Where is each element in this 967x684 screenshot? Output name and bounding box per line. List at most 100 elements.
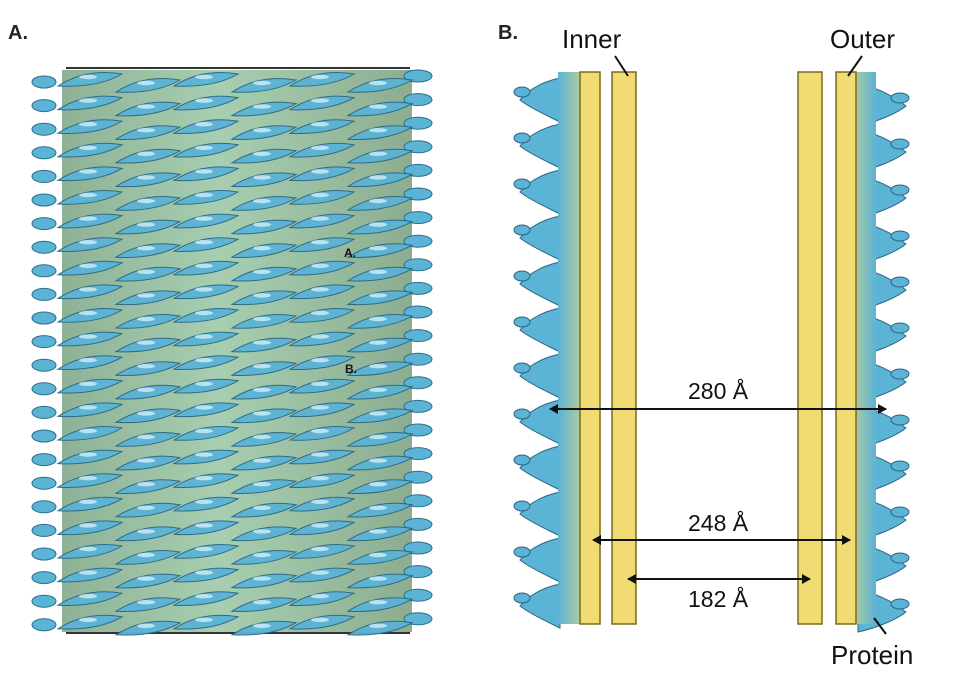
protein-stub-right xyxy=(403,399,433,413)
protein-highlight xyxy=(79,98,97,103)
protein-helix-segment xyxy=(346,290,414,306)
protein-highlight xyxy=(79,192,97,198)
protein-highlight xyxy=(369,222,387,227)
protein-stub-left xyxy=(31,217,57,231)
protein-stub-left xyxy=(31,547,57,561)
protein-highlight xyxy=(79,216,97,221)
protein-helix-segment xyxy=(288,331,356,347)
protein-highlight xyxy=(195,287,213,292)
protein-helix-segment xyxy=(56,591,124,606)
protein-highlight xyxy=(369,576,387,581)
protein-highlight xyxy=(369,198,387,204)
protein-highlight xyxy=(195,428,213,434)
protein-helix-segment xyxy=(172,544,240,559)
protein-helix-segment xyxy=(114,219,182,235)
protein-highlight xyxy=(79,499,97,504)
protein-helix-segment xyxy=(56,260,124,276)
protein-helix-segment xyxy=(288,166,356,182)
protein-highlight xyxy=(311,546,329,552)
protein-helix-segment xyxy=(56,426,124,441)
protein-helix-segment xyxy=(172,426,240,441)
protein-highlight xyxy=(253,529,271,534)
protein-highlight xyxy=(195,476,213,481)
protein-stub-left xyxy=(31,311,57,325)
protein-highlight xyxy=(137,482,155,487)
protein-knob-left xyxy=(513,408,531,420)
protein-highlight xyxy=(195,74,213,80)
protein-blob-left xyxy=(519,215,561,261)
protein-highlight xyxy=(79,594,97,599)
protein-helix-segment xyxy=(56,284,124,300)
protein-highlight xyxy=(137,104,155,109)
protein-knob-right xyxy=(890,598,910,610)
protein-highlight xyxy=(253,340,271,345)
panel-b-letter: B. xyxy=(498,22,518,44)
protein-highlight xyxy=(79,523,97,528)
protein-stub-left xyxy=(31,287,57,301)
protein-highlight xyxy=(369,364,387,369)
protein-helix-segment xyxy=(346,314,414,329)
protein-highlight xyxy=(253,128,271,133)
protein-helix-segment xyxy=(172,567,240,583)
protein-highlight xyxy=(253,269,271,274)
protein-stub-left xyxy=(31,75,57,89)
protein-helix-segment xyxy=(56,449,124,465)
protein-highlight xyxy=(369,104,387,109)
protein-helix-segment xyxy=(56,614,124,630)
protein-helix-segment xyxy=(114,573,182,589)
protein-highlight xyxy=(137,198,155,204)
protein-blob-left xyxy=(519,123,561,169)
protein-highlight xyxy=(195,499,213,504)
protein-helix-segment xyxy=(56,142,124,158)
protein-stub-left xyxy=(31,594,57,608)
protein-highlight xyxy=(195,192,213,198)
protein-highlight xyxy=(79,358,97,363)
protein-highlight xyxy=(137,151,155,156)
protein-highlight xyxy=(369,151,387,156)
protein-helix-segment xyxy=(346,432,414,447)
protein-knob-right xyxy=(890,506,910,518)
protein-helix-segment xyxy=(230,78,298,93)
protein-highlight xyxy=(311,145,329,150)
panel-a-marker-a: A. xyxy=(344,246,356,260)
protein-helix-segment xyxy=(172,237,240,252)
inner-membrane-left xyxy=(611,71,637,625)
protein-helix-segment xyxy=(56,308,124,323)
protein-helix-segment xyxy=(346,101,414,117)
protein-highlight xyxy=(79,428,97,434)
protein-highlight xyxy=(311,523,329,528)
protein-stub-left xyxy=(31,146,57,160)
protein-stub-right xyxy=(403,234,433,248)
protein-highlight xyxy=(369,411,387,416)
protein-highlight xyxy=(369,482,387,487)
protein-highlight xyxy=(253,434,271,440)
protein-stub-right xyxy=(403,93,433,107)
protein-highlight xyxy=(79,476,97,481)
diameter-280-label: 280 Å xyxy=(688,378,749,404)
protein-highlight xyxy=(79,617,97,622)
protein-highlight xyxy=(195,169,213,174)
protein-highlight xyxy=(311,428,329,434)
protein-highlight xyxy=(253,80,271,86)
protein-stub-right xyxy=(403,140,433,154)
protein-helix-segment xyxy=(56,520,124,536)
protein-stub-right xyxy=(403,494,433,508)
protein-helix-segment xyxy=(346,597,414,612)
protein-highlight xyxy=(253,316,271,322)
protein-helix-segment xyxy=(288,544,356,559)
protein-highlight xyxy=(311,381,329,386)
protein-highlight xyxy=(79,570,97,575)
protein-helix-segment xyxy=(172,308,240,323)
protein-knob-left xyxy=(513,132,531,144)
protein-knob-right xyxy=(890,230,910,242)
protein-highlight xyxy=(253,364,271,369)
protein-highlight xyxy=(311,570,329,575)
protein-stub-left xyxy=(31,453,57,467)
protein-highlight xyxy=(311,310,329,316)
protein-knob-right xyxy=(890,414,910,426)
protein-highlight xyxy=(253,482,271,487)
protein-highlight xyxy=(369,505,387,510)
protein-highlight xyxy=(195,145,213,150)
